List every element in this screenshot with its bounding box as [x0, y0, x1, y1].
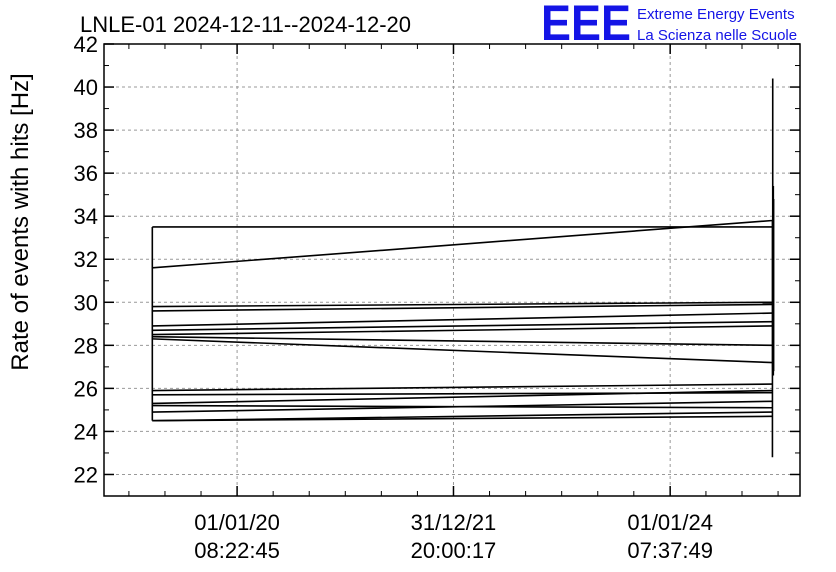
y-tick-label: 30	[74, 290, 98, 315]
y-tick-label: 40	[74, 75, 98, 100]
series-segment	[152, 325, 773, 336]
y-axis-label: Rate of events with hits [Hz]	[7, 73, 34, 370]
series-segment	[152, 219, 773, 269]
data-series	[151, 78, 775, 458]
y-tick-label: 34	[74, 204, 98, 229]
series-segment	[152, 400, 773, 413]
series-segment	[152, 415, 773, 422]
axis-ticks	[104, 43, 800, 497]
x-tick-label-time: 07:37:49	[627, 538, 713, 563]
logo-mark: EEE	[541, 0, 631, 51]
plot-frame	[103, 43, 801, 497]
eee-logo: EEE Extreme Energy Events La Scienza nel…	[541, 0, 797, 51]
y-tick-label: 42	[74, 32, 98, 57]
series-segment	[152, 389, 773, 405]
y-tick-label: 32	[74, 247, 98, 272]
x-tick-labels: 01/01/20 08:22:45 31/12/21 20:00:17 01/01/24…	[194, 510, 713, 563]
logo-line1: Extreme Energy Events	[637, 6, 795, 23]
x-tick-label-time: 20:00:17	[411, 538, 497, 563]
x-tick-label-date: 31/12/21	[411, 510, 497, 535]
series-segment	[152, 303, 773, 312]
y-tick-label: 28	[74, 333, 98, 358]
y-tick-label: 24	[74, 419, 98, 444]
x-tick-label-time: 08:22:45	[194, 538, 280, 563]
y-tick-label: 38	[74, 118, 98, 143]
series-segment	[152, 312, 773, 327]
x-tick-label-date: 01/01/20	[194, 510, 280, 535]
series-segment	[152, 301, 773, 308]
y-tick-label: 26	[74, 376, 98, 401]
series-segment	[152, 320, 773, 332]
logo-line2: La Scienza nelle Scuole	[637, 27, 797, 44]
x-tick-label-date: 01/01/24	[627, 510, 713, 535]
y-tick-label: 22	[74, 462, 98, 487]
y-tick-labels: 22 24 26 28 30 32 34 36 38 40 42	[74, 32, 98, 487]
series-segment	[152, 383, 773, 392]
grid-lines	[104, 43, 800, 496]
y-tick-label: 36	[74, 161, 98, 186]
chart-title: LNLE-01 2024-12-11--2024-12-20	[80, 12, 411, 37]
series-segment	[152, 335, 773, 347]
series-segment	[152, 338, 773, 364]
